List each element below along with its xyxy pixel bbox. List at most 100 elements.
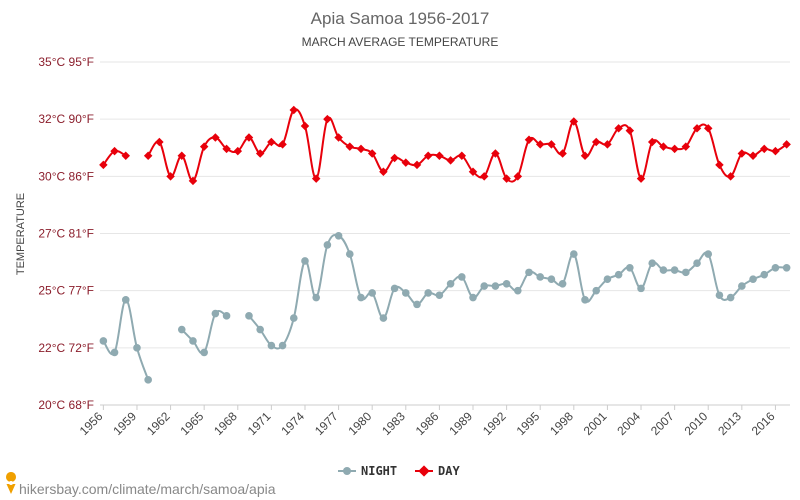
series-night-point[interactable] — [771, 264, 780, 272]
series-night-point[interactable] — [626, 264, 634, 272]
series-night-point[interactable] — [211, 309, 220, 318]
series-day-point[interactable] — [759, 144, 769, 154]
series-day-point[interactable] — [479, 172, 489, 181]
series-night-point[interactable] — [144, 376, 152, 384]
series-night-point[interactable] — [603, 275, 612, 284]
series-day-point[interactable] — [289, 105, 299, 115]
series-night-point[interactable] — [637, 284, 645, 293]
series-day-point[interactable] — [468, 167, 478, 177]
series-night-point[interactable] — [693, 259, 701, 268]
series-day-point[interactable] — [99, 160, 108, 170]
series-night-point[interactable] — [458, 273, 466, 281]
series-night-point[interactable] — [670, 266, 679, 274]
series-day-point[interactable] — [233, 146, 243, 156]
series-night-point[interactable] — [256, 325, 264, 334]
series-day-point[interactable] — [267, 137, 276, 147]
series-day-point[interactable] — [412, 160, 422, 170]
series-night-point[interactable] — [278, 341, 287, 350]
series-day-point[interactable] — [110, 146, 119, 156]
series-night-point[interactable] — [133, 344, 141, 352]
series-night-point[interactable] — [379, 314, 388, 322]
series-night-point[interactable] — [782, 264, 791, 272]
series-day-point[interactable] — [423, 151, 433, 160]
series-night-point[interactable] — [715, 291, 724, 300]
series-night-point[interactable] — [110, 348, 119, 357]
series-day-point[interactable] — [121, 151, 131, 160]
series-day-point[interactable] — [155, 137, 164, 147]
series-day-point[interactable] — [300, 121, 310, 131]
series-night-point[interactable] — [536, 273, 545, 281]
series-night-point[interactable] — [581, 296, 589, 304]
series-night-point[interactable] — [480, 282, 489, 290]
series-day-point[interactable] — [345, 142, 355, 151]
series-night-point[interactable] — [267, 341, 276, 350]
series-night-point[interactable] — [592, 286, 601, 295]
series-night-point[interactable] — [760, 270, 769, 279]
series-night-point[interactable] — [547, 275, 556, 284]
series-day-point[interactable] — [211, 133, 220, 142]
series-night-point[interactable] — [514, 286, 522, 295]
series-night-point[interactable] — [121, 296, 130, 304]
series-night-point[interactable] — [99, 337, 108, 345]
series-night-point[interactable] — [446, 280, 455, 288]
series-day-point[interactable] — [435, 151, 444, 160]
series-day-point[interactable] — [278, 140, 287, 149]
series-day-point[interactable] — [311, 174, 321, 183]
series-night-point[interactable] — [435, 291, 444, 300]
series-night-point[interactable] — [301, 257, 309, 265]
series-day-point[interactable] — [457, 151, 467, 160]
series-day-point[interactable] — [748, 151, 758, 160]
series-day-point[interactable] — [143, 151, 153, 160]
series-day-point[interactable] — [390, 153, 399, 163]
series-night-point[interactable] — [570, 250, 578, 258]
series-day-point[interactable] — [558, 149, 567, 158]
series-night-point[interactable] — [200, 348, 208, 357]
series-night-point[interactable] — [357, 293, 365, 302]
series-day-point[interactable] — [502, 174, 511, 183]
series-night-point[interactable] — [334, 231, 343, 240]
legend-item-day[interactable]: DAY — [415, 464, 460, 478]
series-night-point[interactable] — [245, 312, 253, 320]
series-night-point[interactable] — [189, 337, 197, 345]
series-night-point[interactable] — [749, 275, 757, 284]
series-night-point[interactable] — [738, 282, 746, 290]
series-night-point[interactable] — [390, 284, 399, 293]
series-night-point[interactable] — [401, 289, 410, 297]
footer[interactable]: hikersbay.com/climate/march/samoa/apia — [6, 472, 276, 497]
series-night-point[interactable] — [659, 266, 668, 274]
series-night-point[interactable] — [704, 250, 713, 258]
series-day-point[interactable] — [244, 133, 254, 142]
series-night-point[interactable] — [368, 289, 376, 297]
series-night-point[interactable] — [614, 270, 623, 279]
series-night-point[interactable] — [323, 241, 332, 249]
series-day-point[interactable] — [625, 126, 635, 135]
series-day-point[interactable] — [222, 144, 231, 154]
series-night-point[interactable] — [558, 280, 567, 288]
series-day-point[interactable] — [334, 133, 343, 142]
series-day-point[interactable] — [255, 149, 265, 158]
series-night-point[interactable] — [682, 268, 690, 277]
series-night-point[interactable] — [289, 314, 298, 322]
series-night-point[interactable] — [312, 293, 320, 302]
series-night-point[interactable] — [525, 268, 533, 277]
legend[interactable]: NIGHT DAY — [338, 464, 460, 478]
series-night-point[interactable] — [424, 289, 432, 297]
series-day-point[interactable] — [401, 158, 411, 167]
series-day-point[interactable] — [771, 146, 780, 156]
series-night-point[interactable] — [491, 282, 500, 290]
series-day-point[interactable] — [670, 144, 679, 154]
series-day-point[interactable] — [323, 114, 332, 124]
series-day-point[interactable] — [491, 149, 500, 158]
footer-url-link[interactable]: hikersbay.com/climate/march/samoa/apia — [19, 481, 276, 497]
series-day-point[interactable] — [188, 176, 198, 186]
series-day-point[interactable] — [356, 144, 366, 154]
series-night-point[interactable] — [648, 259, 657, 268]
series-night-point[interactable] — [469, 293, 477, 302]
series-day-point[interactable] — [199, 142, 209, 151]
series-night-point[interactable] — [413, 300, 421, 309]
legend-item-night[interactable]: NIGHT — [338, 464, 397, 478]
series-night-point[interactable] — [502, 280, 511, 288]
series-night-point[interactable] — [345, 250, 354, 258]
series-night-point[interactable] — [726, 293, 735, 302]
series-day-point[interactable] — [715, 160, 724, 170]
